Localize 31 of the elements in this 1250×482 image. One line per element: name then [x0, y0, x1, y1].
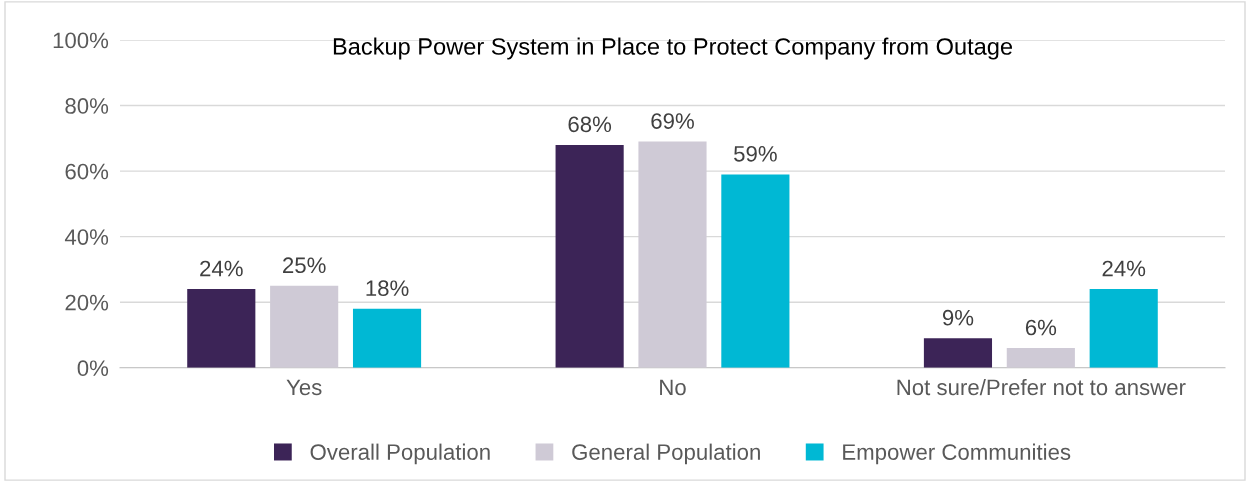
y-tick-label: 20% [65, 294, 109, 311]
legend-label: Empower Communities [843, 443, 1071, 465]
bar [923, 338, 993, 368]
y-tick-label: 100% [53, 32, 109, 49]
bar [555, 144, 624, 368]
data-label: 6% [1025, 319, 1057, 336]
y-tick-label: 60% [65, 163, 109, 180]
data-label: 9% [942, 309, 974, 326]
data-label: 24% [1102, 260, 1146, 277]
x-tick-label: Not sure/Prefer not to answer [897, 378, 1186, 396]
bar [270, 285, 339, 368]
legend-label: General Population [572, 443, 760, 465]
chart-title: Backup Power System in Place to Protect Company from Outage [333, 37, 1013, 60]
x-tick-label: No [660, 379, 686, 396]
data-label: 25% [283, 257, 326, 274]
bar [352, 308, 422, 368]
data-label: 68% [568, 116, 612, 133]
bar [638, 141, 707, 368]
x-tick-label: Yes [286, 379, 322, 396]
bar [187, 289, 256, 368]
data-label: 24% [200, 260, 243, 277]
data-label: 18% [366, 280, 409, 297]
data-label: 69% [651, 113, 694, 129]
y-tick-label: 40% [64, 229, 109, 245]
bar [1089, 289, 1158, 368]
y-tick-label: 80% [65, 98, 109, 114]
bar [1006, 348, 1075, 368]
legend-label: Overall Population [310, 443, 490, 465]
bar [721, 174, 790, 368]
data-label: 59% [734, 145, 777, 162]
y-tick-label: 0% [77, 360, 109, 377]
